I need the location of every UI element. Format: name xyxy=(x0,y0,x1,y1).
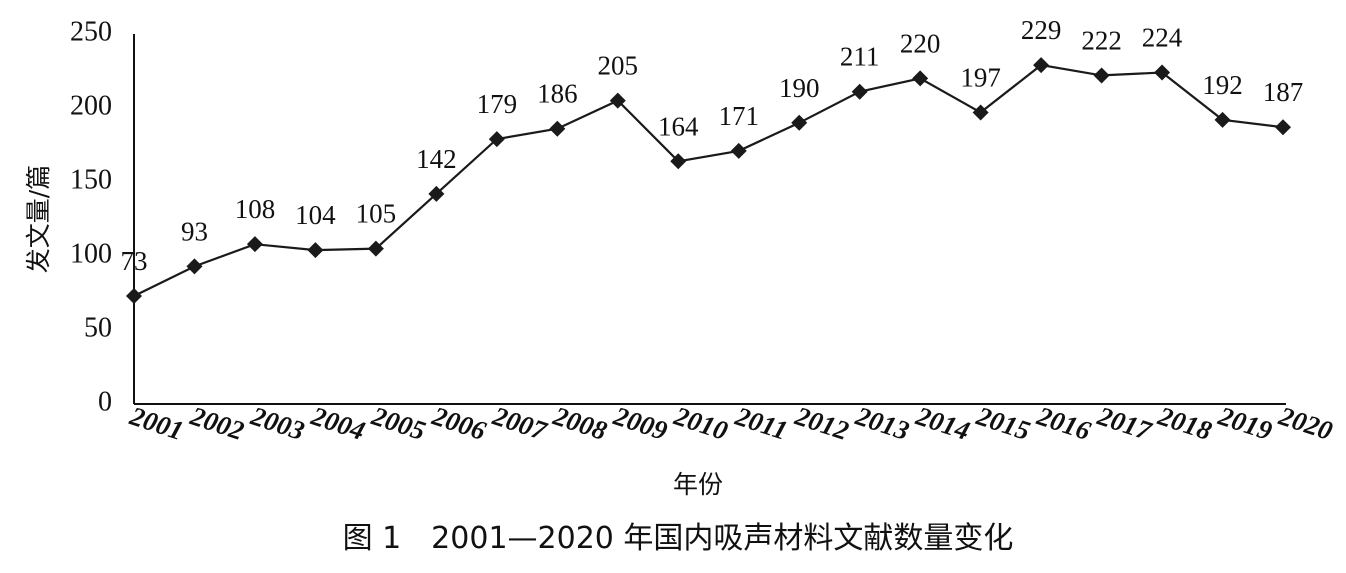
y-tick-label: 250 xyxy=(70,16,112,47)
x-tick-label: 2016 xyxy=(1033,400,1095,446)
data-label: 171 xyxy=(718,101,759,131)
data-label: 222 xyxy=(1081,25,1122,55)
data-label: 108 xyxy=(235,194,276,224)
data-point-marker xyxy=(246,236,263,253)
x-tick-label: 2002 xyxy=(186,400,248,446)
data-point-marker xyxy=(730,142,747,159)
y-tick-label: 200 xyxy=(70,90,112,121)
x-tick-labels: 2001 2002 2003 2004 2005 2006 2007 2008 2009 2010… xyxy=(126,400,1337,446)
data-point-marker xyxy=(186,258,203,275)
x-tick-label: 2019 xyxy=(1214,400,1276,446)
data-point-marker xyxy=(1093,67,1110,84)
data-label: 73 xyxy=(121,246,148,276)
data-label: 105 xyxy=(356,199,397,229)
data-label: 211 xyxy=(840,42,880,72)
x-tick-label: 2008 xyxy=(549,400,611,446)
data-label: 93 xyxy=(181,216,208,246)
x-tick-label: 2006 xyxy=(428,400,490,446)
y-axis-title: 发文量/篇 xyxy=(24,165,53,273)
data-point-marker xyxy=(912,70,929,87)
data-label: 229 xyxy=(1021,15,1062,45)
data-label: 205 xyxy=(598,51,639,81)
x-tick-label: 2018 xyxy=(1154,400,1216,446)
y-tick-label: 0 xyxy=(98,386,112,417)
x-tick-label: 2010 xyxy=(670,400,732,446)
data-label: 224 xyxy=(1142,22,1183,52)
data-labels: 73 93 108 104 105 142 179 186 205 164 171 190 211 220… xyxy=(121,15,1304,276)
data-label: 179 xyxy=(477,89,518,119)
data-point-marker xyxy=(609,92,626,109)
data-label: 192 xyxy=(1202,70,1243,100)
x-tick-label: 2012 xyxy=(791,400,853,446)
y-tick-labels: 0 50 100 150 200 250 xyxy=(70,16,112,417)
data-label: 142 xyxy=(416,144,457,174)
x-tick-label: 2009 xyxy=(609,400,671,446)
data-point-marker xyxy=(1214,111,1231,128)
data-label: 187 xyxy=(1263,77,1304,107)
x-tick-label: 2004 xyxy=(307,400,369,446)
y-tick-label: 100 xyxy=(70,238,112,269)
figure-caption: 图 1 2001—2020 年国内吸声材料文献数量变化 xyxy=(343,521,1014,556)
data-point-marker xyxy=(791,114,808,131)
x-tick-label: 2001 xyxy=(126,400,188,446)
x-tick-label: 2007 xyxy=(488,400,551,446)
data-point-marker xyxy=(1154,64,1171,81)
x-tick-label: 2003 xyxy=(247,400,309,446)
data-point-marker xyxy=(549,120,566,137)
data-point-marker xyxy=(851,83,868,100)
data-point-marker xyxy=(488,131,505,148)
data-label: 197 xyxy=(960,62,1001,92)
data-point-marker xyxy=(1033,57,1050,74)
series-line xyxy=(133,63,1284,297)
data-point-marker xyxy=(1275,119,1291,136)
x-tick-label: 2020 xyxy=(1275,400,1337,446)
x-tick-label: 2015 xyxy=(972,400,1034,446)
x-tick-label: 2005 xyxy=(367,400,429,446)
data-markers xyxy=(126,57,1291,304)
x-tick-label: 2011 xyxy=(731,401,791,446)
y-tick-label: 50 xyxy=(84,312,112,343)
data-point-marker xyxy=(307,242,324,259)
data-point-marker xyxy=(126,287,142,304)
data-point-marker xyxy=(428,185,445,202)
y-tick-label: 150 xyxy=(70,164,112,195)
data-point-marker xyxy=(367,240,384,257)
x-tick-label: 2014 xyxy=(912,400,974,446)
x-tick-label: 2013 xyxy=(851,400,913,446)
data-label: 104 xyxy=(295,200,336,230)
data-point-marker xyxy=(972,104,989,121)
data-label: 220 xyxy=(900,28,941,58)
x-axis-title: 年份 xyxy=(673,470,723,499)
data-label: 164 xyxy=(658,111,699,141)
data-point-marker xyxy=(670,153,687,170)
data-label: 190 xyxy=(779,73,820,103)
data-label: 186 xyxy=(537,79,578,109)
x-tick-label: 2017 xyxy=(1093,400,1156,446)
